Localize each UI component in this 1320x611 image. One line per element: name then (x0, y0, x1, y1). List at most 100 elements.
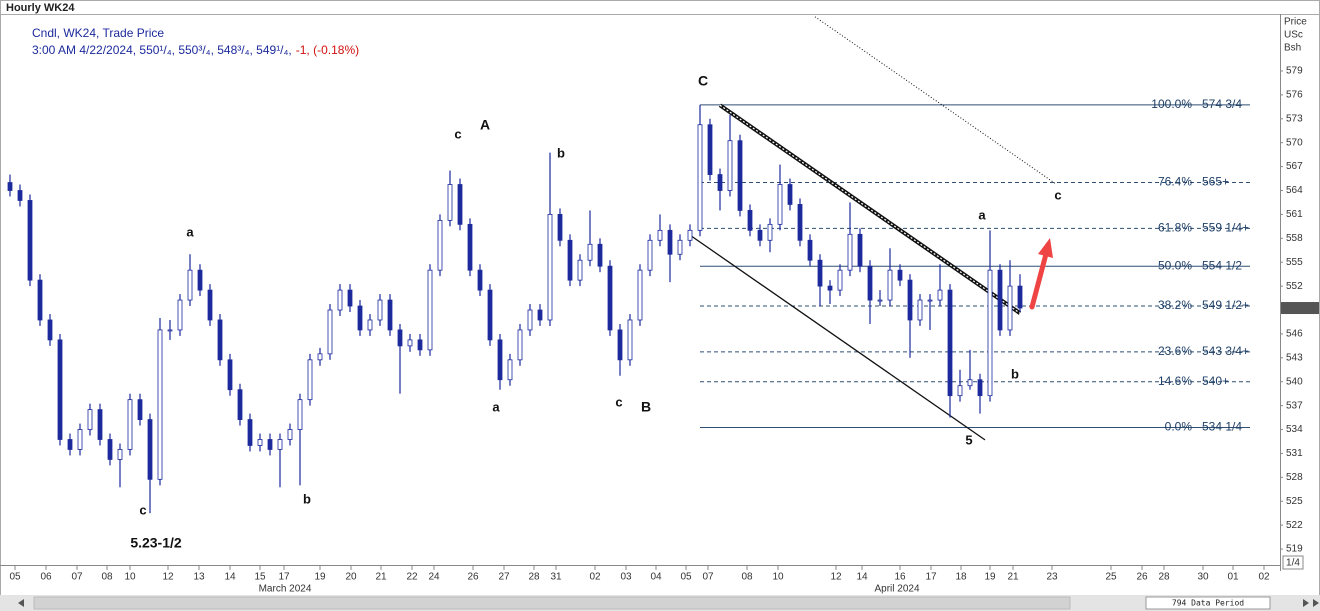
candle-body (57, 339, 63, 440)
candle-body (917, 299, 923, 321)
candle-body (467, 223, 473, 271)
candle-body (967, 379, 973, 387)
legend-line: Cndl, WK24, Trade Price (32, 26, 164, 40)
candle-body (607, 265, 613, 331)
candle-body (297, 399, 303, 430)
candle-body (217, 319, 223, 361)
y-tick-label: 576 (1286, 90, 1303, 101)
candle-body (977, 379, 983, 397)
candle-body (717, 174, 723, 191)
y-tick-label: 552 (1286, 281, 1303, 292)
candle-body (77, 429, 83, 450)
candle-body (597, 243, 603, 267)
candle-body (97, 409, 103, 440)
page-box (1282, 555, 1304, 570)
y-tick-label: 558 (1286, 233, 1303, 244)
candle-body (507, 359, 513, 381)
x-tick-label: 16 (894, 572, 906, 583)
candle-body (777, 184, 783, 225)
candle-body (227, 359, 233, 391)
fib-label: 565+ (1202, 175, 1229, 189)
x-tick-label: 22 (406, 572, 418, 583)
x-tick-label: 19 (984, 572, 996, 583)
candle-body (147, 419, 153, 480)
legend-values: 3:00 AM 4/22/2024, 550¹/₄, 550³/₄, 548³/… (32, 43, 292, 57)
scroll-right[interactable] (1303, 599, 1319, 607)
candle-body (357, 305, 363, 331)
candle-body (687, 229, 693, 241)
candle-body (427, 269, 433, 351)
wave-label: b (557, 145, 565, 160)
wave-label: a (978, 207, 986, 222)
x-tick-label: 13 (193, 572, 205, 583)
y-tick-label: 567 (1286, 161, 1303, 172)
period-box (1145, 596, 1271, 610)
marks: 5195225255285315345375405435465495525555… (7, 16, 1319, 595)
candle-body (287, 429, 293, 440)
candle-body (267, 439, 273, 450)
x-tick-label: 05 (9, 572, 21, 583)
candle-body (377, 299, 383, 321)
axis-header: USc (1284, 30, 1303, 41)
x-tick-label: 17 (278, 572, 290, 583)
legend-line: 3:00 AM 4/22/2024, 550¹/₄, 550³/₄, 548³/… (32, 43, 359, 57)
fib-pct: 38.2% (1158, 298, 1192, 312)
candle-body (127, 399, 133, 450)
candle-body (27, 200, 33, 281)
fib-pct: 14.6% (1158, 374, 1192, 388)
scroll-thumb[interactable] (33, 596, 1071, 610)
candle-body (257, 439, 263, 446)
fib-pct: 76.4% (1158, 175, 1192, 189)
x-tick-label: 02 (589, 572, 601, 583)
candle-body (317, 353, 323, 361)
candle-body (907, 279, 913, 321)
x-tick-label: 24 (428, 572, 440, 583)
x-tick-label: 27 (498, 572, 510, 583)
candle-body (207, 289, 213, 321)
x-tick-label: 12 (830, 572, 842, 583)
x-tick-label: 06 (40, 572, 52, 583)
candle-body (397, 329, 403, 347)
month-label: April 2024 (874, 584, 919, 595)
fib-pct: 50.0% (1158, 258, 1192, 272)
wave-label: B (641, 399, 651, 415)
candle-body (707, 124, 713, 175)
candle-body (937, 289, 943, 301)
candle-body (157, 329, 163, 480)
candle-body (367, 319, 373, 331)
fib-label: 534 1/4 (1202, 420, 1242, 434)
candle-body (187, 269, 193, 301)
candle-body (897, 269, 903, 281)
arrow-shaft (1029, 251, 1049, 310)
wave-label: c (615, 394, 622, 409)
y-tick-label: 528 (1286, 472, 1303, 483)
wave-label: a (186, 224, 194, 239)
x-tick-label: 12 (162, 572, 174, 583)
x-tick-label: 30 (1197, 572, 1209, 583)
candle-body (957, 385, 963, 397)
wave-label: c (454, 126, 461, 141)
candle-body (757, 229, 763, 241)
fib-label: 549 1/2+ (1202, 298, 1249, 312)
candle-body (737, 140, 743, 211)
candle-body (927, 299, 933, 302)
wave-label: b (303, 491, 311, 506)
y-tick-label: 519 (1286, 544, 1303, 555)
candle-body (827, 285, 833, 291)
x-tick-label: 07 (702, 572, 714, 583)
candle-body (697, 124, 703, 231)
y-tick-label: 561 (1286, 209, 1303, 220)
y-tick-label: 579 (1286, 66, 1303, 77)
x-tick-label: 26 (1136, 572, 1148, 583)
candle-body (857, 233, 863, 267)
fib-label: 543 3/4+ (1202, 344, 1249, 358)
x-tick-label: 10 (772, 572, 784, 583)
candle-body (997, 269, 1003, 331)
scroll-left[interactable] (18, 599, 24, 607)
y-tick-label: 522 (1286, 520, 1303, 531)
y-tick-label: 573 (1286, 113, 1303, 124)
legend-change: -1, (-0.18%) (296, 43, 359, 57)
y-tick-label: 534 (1286, 424, 1303, 435)
last-price-marker (1281, 302, 1319, 315)
